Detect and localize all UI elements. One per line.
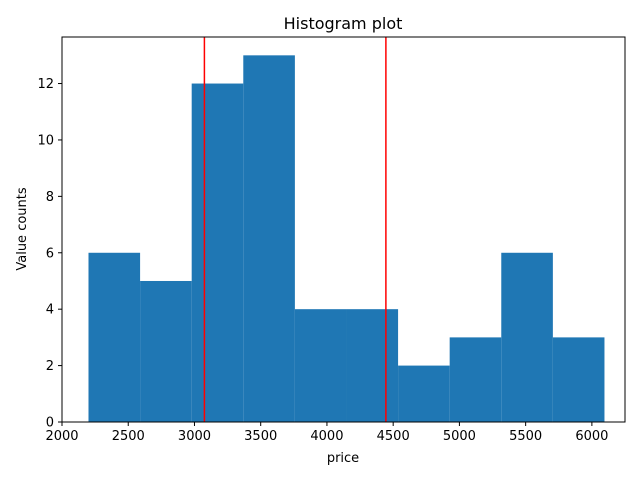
- histogram-bar: [243, 55, 295, 422]
- y-tick-label: 6: [46, 246, 54, 261]
- x-tick-label: 2500: [112, 429, 145, 444]
- histogram-bar: [449, 337, 502, 422]
- x-tick-label: 5000: [443, 429, 476, 444]
- y-tick-label: 4: [46, 303, 54, 318]
- x-tick-label: 5500: [509, 429, 542, 444]
- histogram-bar: [501, 252, 553, 422]
- x-tick-label: 4000: [310, 429, 343, 444]
- reference-lines: [203, 37, 387, 422]
- x-tick-label: 3500: [244, 429, 277, 444]
- histogram-bar: [191, 83, 244, 423]
- histogram-bar: [552, 337, 605, 422]
- y-tick-label: 10: [37, 133, 54, 148]
- y-tick-label: 8: [46, 190, 54, 205]
- chart-title: Histogram plot: [284, 14, 403, 33]
- y-tick-label: 2: [46, 359, 54, 374]
- x-axis-label: price: [327, 451, 359, 466]
- histogram-bar: [140, 280, 192, 422]
- y-axis-ticks: 0 2 4 6 8 10 12: [37, 77, 62, 431]
- y-tick-label: 12: [37, 77, 54, 92]
- x-tick-label: 2000: [45, 429, 78, 444]
- y-axis-label: Value counts: [15, 187, 30, 271]
- x-tick-label: 3000: [178, 429, 211, 444]
- histogram-bar: [88, 252, 141, 422]
- histogram-bar: [346, 309, 399, 422]
- x-tick-label: 4500: [377, 429, 410, 444]
- plot-frame: [61, 36, 626, 423]
- x-axis-ticks: 2000 2500 3000 3500 4000 4500 5000 5500 6000: [45, 422, 608, 444]
- histogram-bar: [294, 309, 347, 422]
- x-tick-label: 6000: [575, 429, 608, 444]
- histogram-bar: [398, 365, 450, 422]
- y-tick-label: 0: [46, 416, 54, 431]
- histogram-bars: [88, 55, 605, 423]
